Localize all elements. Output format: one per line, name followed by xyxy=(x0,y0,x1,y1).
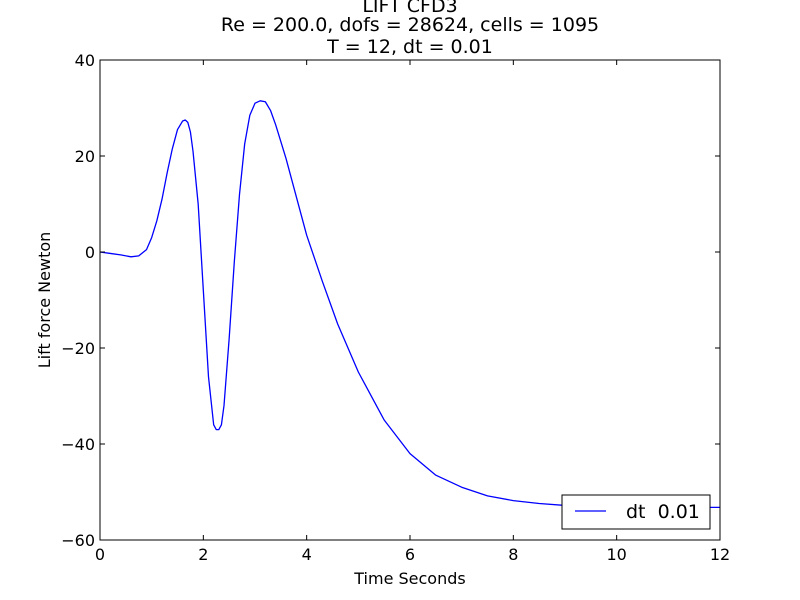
x-tick-label-1: 2 xyxy=(198,545,208,564)
x-tick-labels: 0 2 4 6 8 10 12 xyxy=(95,545,730,564)
x-axis-label: Time Seconds xyxy=(353,569,465,588)
x-tick-label-0: 0 xyxy=(95,545,105,564)
x-tick-label-3: 6 xyxy=(405,545,415,564)
y-tick-label-5: −60 xyxy=(61,531,95,550)
legend-box xyxy=(561,494,711,530)
axis-ticks xyxy=(99,59,721,541)
x-tick-label-2: 4 xyxy=(302,545,312,564)
y-tick-label-0: 40 xyxy=(75,51,95,70)
y-tick-label-2: 0 xyxy=(85,243,95,262)
title-line-2: Re = 200.0, dofs = 28624, cells = 1095 xyxy=(221,14,599,36)
x-tick-label-6: 12 xyxy=(710,545,730,564)
y-tick-label-1: 20 xyxy=(75,147,95,166)
y-axis-label: Lift force Newton xyxy=(35,232,54,369)
series-line-0 xyxy=(99,100,720,509)
y-tick-label-4: −40 xyxy=(61,435,95,454)
title-line-3: T = 12, dt = 0.01 xyxy=(326,36,493,58)
y-tick-labels: 40 20 0 −20 −40 −60 xyxy=(61,51,95,550)
chart-title: LIFT CFD3 Re = 200.0, dofs = 28624, cell… xyxy=(221,0,599,58)
legend-entry-label: dt 0.01 xyxy=(626,501,700,523)
x-tick-label-4: 8 xyxy=(508,545,518,564)
plot-area-frame xyxy=(99,59,721,541)
series-lines xyxy=(99,100,720,509)
title-line-1: LIFT CFD3 xyxy=(362,0,457,17)
x-tick-label-5: 10 xyxy=(606,545,626,564)
y-tick-label-3: −20 xyxy=(61,339,95,358)
legend: dt 0.01 xyxy=(561,494,711,530)
